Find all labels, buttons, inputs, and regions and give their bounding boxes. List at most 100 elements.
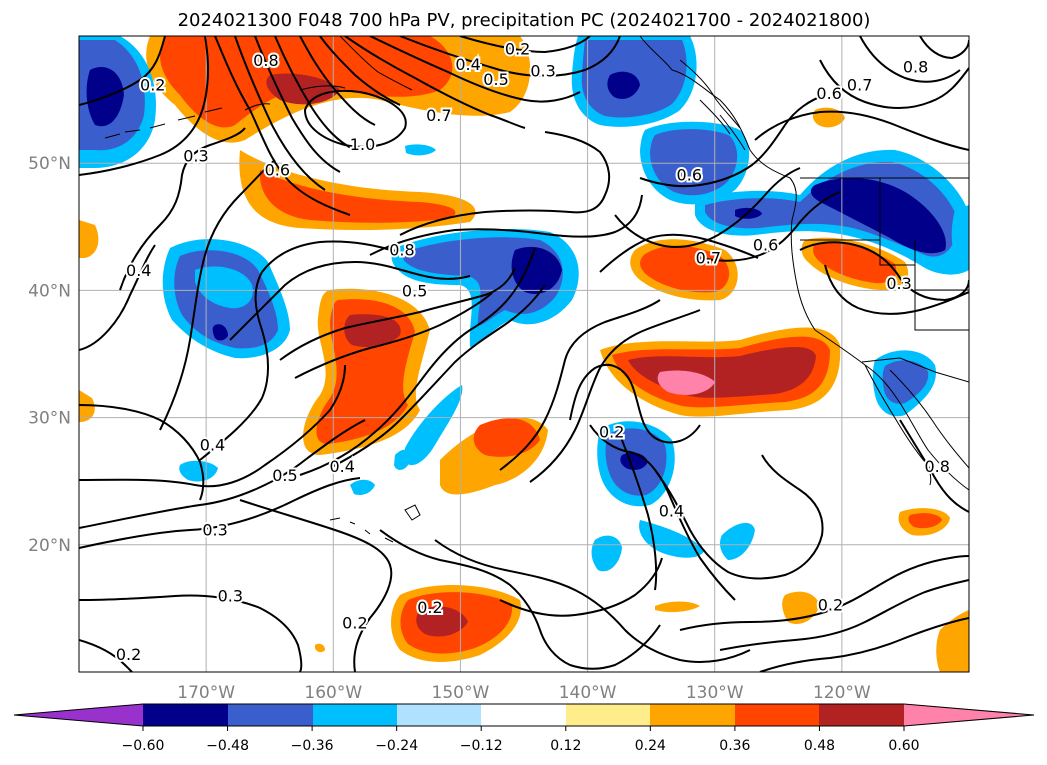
map-content: 0.20.30.80.61.00.70.40.50.20.30.40.80.50… bbox=[79, 36, 969, 672]
coastline-aleutians bbox=[104, 107, 223, 139]
contour-label: 0.4 bbox=[126, 261, 151, 280]
pv-contour-line bbox=[299, 247, 536, 476]
contour-label: 0.4 bbox=[659, 501, 684, 520]
anomaly-region-small-strip bbox=[655, 601, 700, 613]
colorbar-segment bbox=[566, 704, 650, 726]
lon-tick-label: 170°W bbox=[177, 683, 235, 703]
pv-contour-line bbox=[599, 233, 759, 273]
pv-contour-line bbox=[214, 36, 351, 216]
map-gridlines bbox=[79, 36, 969, 672]
anomaly-region-mexico-core bbox=[908, 513, 942, 529]
anomaly-region-west-central-pacific-max bbox=[212, 324, 228, 341]
pv-contour-line bbox=[499, 299, 661, 471]
colorbar-tick-label: −0.36 bbox=[291, 738, 334, 754]
colorbar-tick-label: −0.12 bbox=[460, 738, 503, 754]
contour-label: 0.2 bbox=[417, 598, 442, 617]
pv-contour-line bbox=[294, 292, 493, 379]
pv-contour-line bbox=[719, 579, 969, 651]
pv-contour-line bbox=[654, 454, 824, 580]
colorbar-segment bbox=[735, 704, 819, 726]
pv-contour-line bbox=[79, 477, 361, 549]
anomaly-region-narrow-diagonal bbox=[405, 385, 463, 466]
contour-label: 0.2 bbox=[818, 596, 843, 615]
anomaly-region-small-spot bbox=[315, 643, 325, 653]
pv-contour-line bbox=[303, 89, 407, 148]
contour-label: 0.6 bbox=[677, 166, 702, 185]
pv-contour-line bbox=[79, 639, 133, 672]
pv-contour-line bbox=[459, 36, 591, 54]
anomaly-region-south-center-max bbox=[416, 606, 468, 637]
lat-tick-label: 40°N bbox=[28, 281, 71, 301]
contour-label: 0.2 bbox=[599, 423, 624, 442]
contour-label: 0.2 bbox=[342, 613, 367, 632]
map-panel: 0.20.30.80.61.00.70.40.50.20.30.40.80.50… bbox=[78, 35, 970, 673]
contour-label: 0.7 bbox=[847, 75, 872, 94]
anomaly-region-east-edge bbox=[951, 205, 969, 270]
coastline-alaska-panhandle bbox=[679, 59, 746, 151]
contour-label: 0.5 bbox=[483, 70, 508, 89]
colorbar-tick-label: 0.48 bbox=[804, 738, 835, 754]
contour-label: 0.4 bbox=[329, 457, 354, 476]
pv-contour-line bbox=[369, 36, 581, 103]
anomaly-region-small-aleutian-east bbox=[405, 144, 436, 156]
contour-label: 0.3 bbox=[202, 521, 227, 540]
pv-contour-line bbox=[79, 419, 366, 529]
lat-tick-label: 50°N bbox=[28, 154, 71, 174]
anomaly-region-small-hawaii-island bbox=[350, 479, 375, 495]
colorbar-tick-label: 0.12 bbox=[550, 738, 581, 754]
coastline-alaska bbox=[244, 36, 413, 111]
pv-contour-line bbox=[919, 36, 969, 60]
anomaly-region-midpacific-band-core bbox=[259, 170, 456, 223]
contour-label: 0.6 bbox=[265, 161, 290, 180]
pv-contour-line bbox=[759, 617, 969, 672]
colorbar-segment bbox=[819, 704, 904, 726]
colorbar-segment bbox=[228, 704, 313, 726]
pv-contour-line bbox=[529, 309, 701, 483]
anomaly-region-narrow-diagonal-2 bbox=[394, 449, 411, 470]
pv-contour-line bbox=[434, 539, 751, 663]
pv-contour-line bbox=[229, 260, 471, 341]
pv-contour-line bbox=[399, 131, 611, 236]
longitude-tick-labels: 170°W 160°W 150°W 140°W 130°W 120°W bbox=[177, 683, 871, 703]
colorbar: −0.60 −0.48 −0.36 −0.24 −0.12 0.12 0.24 0.36 0.4… bbox=[13, 703, 1035, 754]
pv-contour-line bbox=[159, 159, 276, 431]
lon-tick-label: 150°W bbox=[432, 683, 490, 703]
lon-tick-label: 120°W bbox=[813, 683, 871, 703]
contour-label: 0.4 bbox=[455, 55, 480, 74]
contour-label: 0.8 bbox=[389, 241, 414, 260]
pv-contour-line bbox=[254, 36, 341, 173]
lon-tick-label: 140°W bbox=[559, 683, 617, 703]
anomaly-region-subtropical-east-peak bbox=[657, 370, 715, 395]
contour-label: 0.4 bbox=[200, 435, 225, 454]
pv-contour-line bbox=[379, 529, 661, 670]
anomaly-region-west-edge bbox=[79, 220, 99, 258]
pv-contour-line bbox=[819, 59, 969, 109]
contour-label: 1.0 bbox=[350, 135, 375, 154]
contour-label: 0.3 bbox=[218, 587, 243, 606]
colorbar-segment bbox=[143, 704, 228, 726]
pv-contour-line bbox=[639, 94, 826, 188]
contour-label: 0.3 bbox=[886, 274, 911, 293]
pv-contour-line bbox=[274, 36, 356, 151]
pv-contour-line bbox=[279, 267, 516, 361]
colorbar-extend-high bbox=[904, 704, 1034, 726]
pv-contour-line bbox=[344, 36, 526, 129]
contour-label: 0.8 bbox=[253, 51, 278, 70]
colorbar-extend-low bbox=[14, 704, 143, 726]
contour-label: 0.6 bbox=[816, 84, 841, 103]
pv-contour-line bbox=[234, 36, 326, 191]
anomaly-region-north-pacific-trough-max bbox=[511, 246, 562, 294]
pv-contour-line bbox=[79, 594, 303, 672]
lon-tick-label: 130°W bbox=[686, 683, 744, 703]
pv-contour-line bbox=[569, 363, 701, 444]
pv-contour-line bbox=[79, 364, 346, 488]
anomaly-region-gulf-alaska-east-max bbox=[607, 71, 640, 99]
pv-contour-line bbox=[499, 557, 663, 617]
latitude-tick-labels: 50°N 40°N 30°N 20°N bbox=[28, 154, 71, 556]
contour-label: 0.5 bbox=[272, 466, 297, 485]
pv-contour-line bbox=[79, 36, 166, 106]
anomaly-region-small-blob-2 bbox=[720, 522, 755, 560]
contour-label: 0.2 bbox=[140, 75, 165, 94]
colorbar-segment bbox=[397, 704, 481, 726]
coastline-states-border bbox=[800, 177, 969, 331]
